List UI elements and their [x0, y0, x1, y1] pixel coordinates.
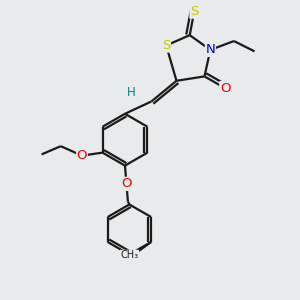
Text: O: O	[77, 149, 87, 162]
Text: H: H	[127, 86, 135, 99]
Text: CH₃: CH₃	[121, 250, 139, 260]
Text: O: O	[220, 82, 230, 95]
Text: N: N	[206, 44, 215, 56]
Text: S: S	[162, 39, 170, 52]
Text: S: S	[190, 5, 198, 18]
Text: O: O	[121, 177, 132, 190]
